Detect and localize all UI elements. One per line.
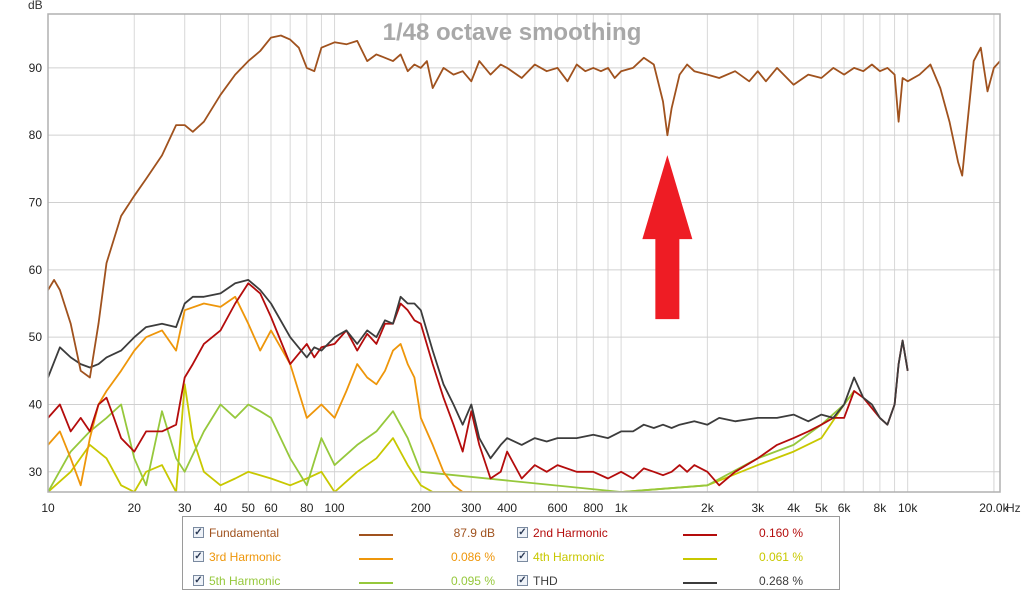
- legend-swatch: [359, 558, 393, 560]
- legend-checkbox[interactable]: ✓: [193, 575, 204, 586]
- y-tick-label: 70: [29, 196, 43, 210]
- series-line-3rd-harmonic: [48, 295, 472, 492]
- series-line-5th-harmonic: [48, 390, 855, 492]
- x-tick-label: 200: [411, 501, 431, 512]
- x-tick-label: 10: [41, 501, 55, 512]
- legend-item[interactable]: ✓ 5th Harmonic 0.095 %: [193, 571, 513, 593]
- legend-label: 3rd Harmonic: [209, 550, 282, 564]
- legend-checkbox[interactable]: ✓: [193, 551, 204, 562]
- legend-value: 0.160 %: [758, 526, 803, 540]
- x-tick-label: 100: [325, 501, 345, 512]
- legend: ✓ Fundamental 87.9 dB ✓ 2nd Harmonic 0.160 % ✓…: [182, 516, 840, 590]
- legend-checkbox[interactable]: ✓: [517, 575, 528, 586]
- y-axis-label: dB: [28, 0, 43, 12]
- x-tick-label: 40: [214, 501, 228, 512]
- legend-checkbox[interactable]: ✓: [517, 527, 528, 538]
- legend-value: 87.9 dB: [453, 526, 495, 540]
- x-tick-label: 50: [242, 501, 256, 512]
- x-tick-label: 80: [300, 501, 314, 512]
- x-tick-label: 3k: [751, 501, 765, 512]
- x-tick-label: 20: [128, 501, 142, 512]
- x-tick-label: 2k: [701, 501, 715, 512]
- x-tick-label: 5k: [815, 501, 829, 512]
- chart-title: 1/48 octave smoothing: [383, 19, 642, 46]
- legend-item[interactable]: ✓ 3rd Harmonic 0.086 %: [193, 547, 513, 569]
- x-tick-label: 600: [548, 501, 568, 512]
- legend-label: 2nd Harmonic: [533, 526, 608, 540]
- legend-value: 0.095 %: [450, 574, 495, 588]
- x-tick-label: 60: [264, 501, 278, 512]
- red-arrow-annotation: [642, 155, 693, 320]
- legend-checkbox[interactable]: ✓: [193, 527, 204, 538]
- x-axis-unit: Hz: [1006, 501, 1021, 512]
- legend-item[interactable]: ✓ Fundamental 87.9 dB: [193, 523, 513, 545]
- legend-swatch: [683, 534, 717, 536]
- legend-checkbox[interactable]: ✓: [517, 551, 528, 562]
- legend-value: 0.061 %: [758, 550, 803, 564]
- x-tick-label: 1k: [615, 501, 629, 512]
- y-tick-label: 40: [29, 397, 43, 411]
- harmonic-distortion-chart: 10 20 30 40 50 60 80 100 200 300 400 600 800 1k 2k 3k 4k…: [28, 0, 1021, 512]
- legend-item[interactable]: ✓ THD 0.268 %: [517, 571, 837, 593]
- axis-ticks: 10 20 30 40 50 60 80 100 200 300 400 600 800 1k 2k 3k 4k…: [29, 61, 1010, 512]
- plot-frame: [47, 13, 1001, 493]
- legend-swatch: [359, 534, 393, 536]
- y-tick-label: 80: [29, 128, 43, 142]
- x-tick-label: 30: [178, 501, 192, 512]
- legend-swatch: [683, 582, 717, 584]
- x-tick-label: 8k: [874, 501, 888, 512]
- x-tick-label: 300: [461, 501, 481, 512]
- x-tick-label: 20.0k: [979, 501, 1009, 512]
- plot-background: [48, 14, 1000, 492]
- legend-swatch: [683, 558, 717, 560]
- legend-label: THD: [533, 574, 558, 588]
- x-tick-label: 800: [583, 501, 603, 512]
- legend-label: 4th Harmonic: [533, 550, 605, 564]
- y-tick-label: 90: [29, 61, 43, 75]
- legend-value: 0.268 %: [758, 574, 803, 588]
- legend-swatch: [359, 582, 393, 584]
- x-tick-label: 400: [497, 501, 517, 512]
- legend-label: 5th Harmonic: [209, 574, 281, 588]
- series-line-thd: [48, 278, 909, 460]
- series-line-2nd-harmonic: [48, 282, 909, 487]
- legend-item[interactable]: ✓ 4th Harmonic 0.061 %: [517, 547, 837, 569]
- series-line-fundamental: [48, 34, 1000, 379]
- y-tick-label: 30: [29, 465, 43, 479]
- x-tick-label: 4k: [787, 501, 801, 512]
- legend-value: 0.086 %: [450, 550, 495, 564]
- y-tick-label: 50: [29, 330, 43, 344]
- annotation-arrow: [642, 155, 693, 320]
- x-tick-label: 10k: [898, 501, 918, 512]
- legend-item[interactable]: ✓ 2nd Harmonic 0.160 %: [517, 523, 837, 545]
- series-lines: [48, 34, 1000, 492]
- x-tick-label: 6k: [838, 501, 852, 512]
- y-tick-label: 60: [29, 263, 43, 277]
- legend-label: Fundamental: [209, 526, 280, 540]
